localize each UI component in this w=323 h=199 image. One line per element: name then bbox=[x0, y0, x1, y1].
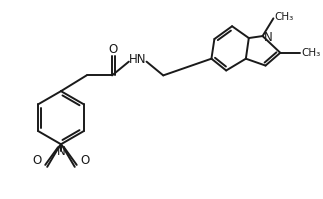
Text: CH₃: CH₃ bbox=[274, 12, 294, 22]
Text: N: N bbox=[264, 31, 272, 44]
Text: O: O bbox=[109, 43, 118, 56]
Text: CH₃: CH₃ bbox=[301, 48, 320, 58]
Text: O: O bbox=[33, 154, 42, 168]
Text: N: N bbox=[57, 145, 65, 158]
Text: O: O bbox=[80, 154, 89, 168]
Text: HN: HN bbox=[129, 53, 146, 66]
